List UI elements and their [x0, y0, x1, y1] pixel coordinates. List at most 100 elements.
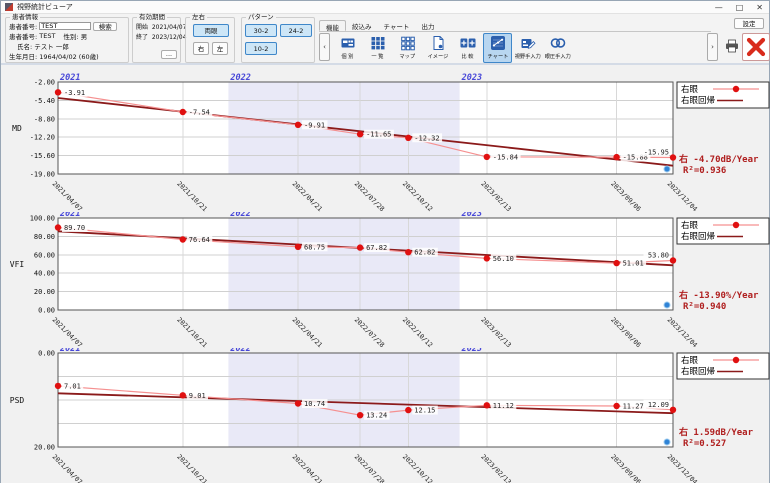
tab-chart[interactable]: チャート [383, 23, 410, 31]
data-point[interactable] [405, 406, 412, 414]
mode-list-button[interactable]: 一 覧 [363, 33, 392, 63]
chart-corner-icon[interactable] [663, 301, 671, 309]
svg-text:2022/07/28: 2022/07/28 [353, 180, 386, 212]
value-label: 62.82 [414, 249, 435, 257]
period-start-label: 開始 [136, 24, 149, 31]
svg-text:2023/12/04: 2023/12/04 [666, 453, 699, 483]
svg-text:2021/10/21: 2021/10/21 [175, 316, 208, 348]
tab-output[interactable]: 出力 [421, 23, 435, 31]
svg-text:20.00: 20.00 [34, 288, 55, 296]
left-eye-button[interactable]: 左 [212, 42, 228, 55]
sex-value: 男 [80, 33, 88, 41]
chart-ylabel: VFI [10, 260, 25, 269]
svg-text:2023/09/06: 2023/09/06 [609, 316, 642, 348]
data-point[interactable] [669, 154, 677, 161]
data-point[interactable] [179, 108, 186, 116]
data-point[interactable] [613, 402, 620, 410]
search-button[interactable]: 検索 [93, 21, 118, 31]
chart-corner-icon[interactable] [663, 165, 671, 173]
pattern-24-2-button[interactable]: 24-2 [280, 24, 312, 37]
scroll-right-button[interactable]: › [707, 33, 718, 61]
period-start-value: 2021/04/07 [151, 24, 187, 31]
maximize-button[interactable]: □ [735, 3, 744, 12]
data-point[interactable] [405, 249, 412, 256]
valid-period-group: 有効期間 開始 2021/04/07 終了 2023/12/04 ... [132, 14, 186, 63]
right-eye-button[interactable]: 右 [193, 42, 209, 55]
svg-text:R²=0.936: R²=0.936 [683, 166, 726, 176]
svg-text:2022/07/28: 2022/07/28 [353, 316, 386, 348]
svg-text:2022/10/12: 2022/10/12 [401, 453, 434, 483]
mode-iop-manual-input-button[interactable]: 眼圧手入力 [543, 33, 572, 63]
data-point[interactable] [294, 400, 302, 407]
mode-chart-button[interactable]: チャート [483, 33, 512, 63]
data-point[interactable] [613, 153, 620, 161]
x-axis-labels: 2021/04/07 2021/10/21 2022/04/21 2022/07/28… [51, 180, 699, 212]
svg-text:80.00: 80.00 [34, 233, 55, 241]
value-label: 11.12 [493, 402, 514, 410]
svg-text:0.00: 0.00 [38, 350, 55, 358]
data-point[interactable] [54, 89, 62, 96]
patient-info-caption: 患者情報 [10, 13, 40, 21]
data-point[interactable] [405, 134, 412, 141]
pattern-10-2-button[interactable]: 10-2 [245, 42, 277, 55]
svg-text:右 -13.90%/Year: 右 -13.90%/Year [678, 289, 759, 301]
eye-select-caption: 左右 [190, 13, 207, 21]
patient-number-input[interactable] [39, 22, 92, 30]
svg-text:2023/02/13: 2023/02/13 [479, 180, 512, 212]
data-point[interactable] [483, 255, 490, 262]
mode-field-manual-input-button[interactable]: 視野手入力 [513, 33, 542, 63]
svg-text:2022: 2022 [229, 212, 250, 219]
both-eyes-button[interactable]: 両眼 [193, 24, 229, 37]
svg-text:-15.60: -15.60 [30, 152, 55, 160]
mode-map-button[interactable]: マップ [393, 33, 422, 63]
chart-ylabel: PSD [10, 396, 25, 405]
pattern-caption: パターン [246, 13, 276, 21]
legend-marker-icon [732, 85, 740, 93]
data-point[interactable] [613, 259, 620, 267]
series-right-eye: 7.01 9.01 10.74 13.24 12.15 11.12 11.27 12.09 [54, 381, 677, 420]
data-point[interactable] [54, 224, 62, 231]
mode-image-button[interactable]: イメージ [423, 33, 452, 63]
tab-filter[interactable]: 絞込み [352, 23, 372, 31]
svg-text:2021/10/21: 2021/10/21 [175, 180, 208, 212]
data-point[interactable] [294, 121, 302, 128]
data-point[interactable] [356, 412, 364, 419]
plot-area [57, 81, 674, 175]
data-point[interactable] [669, 257, 677, 264]
mode-compare-button[interactable]: 比 較 [453, 33, 482, 63]
year-labels: 2021 2022 2023 [59, 212, 482, 219]
data-point[interactable] [356, 131, 364, 138]
settings-button[interactable]: 設定 [734, 18, 764, 29]
mode-individual-button[interactable]: 個 別 [333, 33, 362, 63]
data-point[interactable] [483, 153, 490, 161]
value-label: 68.75 [304, 243, 325, 251]
data-point[interactable] [179, 392, 186, 399]
scroll-left-button[interactable]: ‹ [319, 33, 330, 61]
pattern-30-2-button[interactable]: 30-2 [245, 24, 277, 37]
period-more-button[interactable]: ... [161, 50, 177, 59]
value-label: 51.01 [623, 260, 644, 268]
patient-number-label: 患者番号: [9, 23, 38, 31]
close-viewer-button[interactable] [742, 33, 770, 61]
tab-function[interactable]: 機能 [319, 20, 346, 32]
data-point[interactable] [179, 236, 186, 243]
data-point[interactable] [54, 382, 62, 390]
plot-area [57, 217, 674, 311]
chart-corner-icon[interactable] [663, 438, 671, 446]
data-point[interactable] [483, 402, 490, 409]
value-label: 12.15 [414, 407, 435, 415]
value-label: 10.74 [304, 400, 325, 408]
svg-text:20.00: 20.00 [34, 444, 55, 452]
data-point[interactable] [356, 244, 364, 251]
svg-text:右眼: 右眼 [681, 220, 699, 231]
svg-text:2021: 2021 [59, 348, 80, 354]
data-point[interactable] [294, 243, 302, 250]
minimize-button[interactable]: — [714, 3, 723, 12]
window-close-button[interactable]: ✕ [756, 3, 763, 12]
data-point[interactable] [669, 406, 677, 413]
svg-text:2022: 2022 [229, 348, 250, 354]
print-button[interactable] [724, 39, 740, 53]
